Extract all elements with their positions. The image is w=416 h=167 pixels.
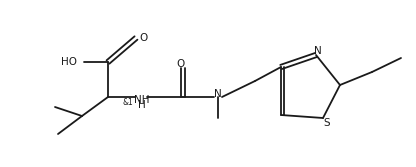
Text: N: N bbox=[314, 46, 322, 56]
Text: HO: HO bbox=[61, 57, 77, 67]
Text: O: O bbox=[139, 33, 147, 43]
Text: S: S bbox=[324, 118, 330, 128]
Text: N: N bbox=[214, 89, 222, 99]
Text: H: H bbox=[138, 100, 146, 110]
Text: O: O bbox=[176, 59, 184, 69]
Text: &1: &1 bbox=[122, 98, 133, 107]
Text: NH: NH bbox=[134, 95, 150, 105]
